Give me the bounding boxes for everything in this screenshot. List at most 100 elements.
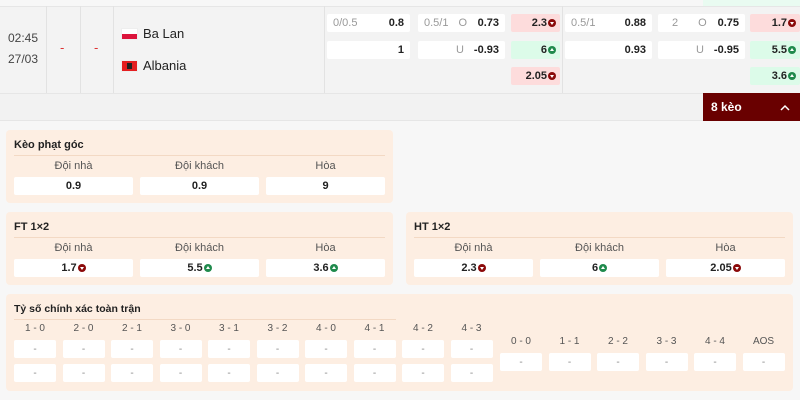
ft-1x2-home[interactable]: 2.3 [511, 14, 560, 32]
score-away-odd[interactable]: - [256, 364, 299, 382]
expand-band [0, 93, 800, 121]
ht-1x2-away[interactable]: 5.5 [750, 41, 800, 59]
ht-handicap-away[interactable]: 0.93 [565, 41, 652, 59]
panel-title: FT 1×2 [14, 221, 50, 233]
corner-panel: Kèo phạt góc Đội nhà Đội khách Hòa 0.9 0… [6, 130, 393, 203]
score-draw-odd[interactable]: - [548, 353, 591, 371]
panel-title: HT 1×2 [414, 221, 451, 233]
score-draw-odd[interactable]: - [694, 353, 736, 371]
score-label: 4 - 1 [364, 323, 385, 334]
score-home-odd[interactable]: - [450, 340, 493, 358]
score-away-odd[interactable]: - [111, 364, 153, 382]
score-label: 3 - 1 [218, 323, 239, 334]
score-label: 4 - 4 [704, 336, 725, 347]
panel-title: Kèo phạt góc [14, 139, 84, 151]
arrow-down-icon [477, 264, 486, 272]
corner-draw-odd[interactable]: 9 [266, 177, 385, 195]
corner-away-odd[interactable]: 0.9 [140, 177, 259, 195]
score-home-odd[interactable]: - [208, 340, 250, 358]
score-home-odd[interactable]: - [14, 340, 56, 358]
more-odds-button[interactable]: 8 kèo [703, 93, 800, 121]
ht-handicap-home[interactable]: 0.5/1 0.88 [565, 14, 652, 32]
divider [562, 6, 563, 93]
score-away-odd[interactable]: - [62, 364, 105, 382]
arrow-up-icon [788, 46, 796, 54]
score-away-odd[interactable]: - [14, 364, 56, 382]
score-draw-odd[interactable]: - [645, 353, 688, 371]
ht-1x2-panel: HT 1×2 Đội nhà Đội khách Hòa 2.3 6 2.05 [406, 212, 793, 285]
match-time: 02:45 27/03 [7, 31, 39, 66]
arrow-up-icon [203, 264, 212, 272]
ht-under[interactable]: U -0.95 [658, 41, 745, 59]
score-home-odd[interactable]: - [402, 340, 444, 358]
corner-home-odd[interactable]: 0.9 [14, 177, 133, 195]
divider [46, 6, 47, 93]
arrow-up-icon [329, 264, 338, 272]
score-away-odd[interactable]: - [353, 364, 396, 382]
label-draw: Hòa [315, 242, 336, 254]
ft-1x2-away[interactable]: 6 [511, 41, 560, 59]
score-label: 4 - 0 [315, 323, 336, 334]
arrow-down-icon [77, 264, 86, 272]
label-home: Đội nhà [454, 242, 493, 254]
away-team[interactable]: Albania [121, 58, 186, 73]
albania-flag-icon [121, 59, 138, 72]
score-label: AOS [752, 336, 775, 347]
ht-1x2-draw[interactable]: 3.6 [750, 67, 800, 85]
score-away-odd[interactable]: - [450, 364, 493, 382]
score-home: - [60, 40, 65, 55]
ft-handicap-home[interactable]: 0/0.5 0.8 [327, 14, 410, 32]
ft-1x2-draw[interactable]: 2.05 [511, 67, 560, 85]
score-home-odd[interactable]: - [305, 340, 347, 358]
label-away: Đội khách [175, 160, 224, 172]
label-draw: Hòa [715, 242, 736, 254]
chevron-up-icon [780, 104, 790, 111]
arrow-down-icon [548, 19, 556, 27]
ft-draw-odd[interactable]: 3.6 [266, 259, 385, 277]
ft-under[interactable]: U -0.93 [418, 41, 505, 59]
correct-score-panel: Tỷ số chính xác toàn trận 1 - 0--2 - 0--… [6, 294, 793, 391]
ft-handicap-away[interactable]: 1 [327, 41, 410, 59]
score-away-odd[interactable]: - [305, 364, 347, 382]
score-label: 1 - 0 [24, 323, 45, 334]
arrow-down-icon [788, 19, 796, 27]
score-away-odd[interactable]: - [159, 364, 202, 382]
ht-away-odd[interactable]: 6 [540, 259, 659, 277]
arrow-down-icon [732, 264, 741, 272]
score-label: 2 - 1 [121, 323, 142, 334]
ht-over[interactable]: 2 O 0.75 [658, 14, 745, 32]
ht-1x2-home[interactable]: 1.7 [750, 14, 800, 32]
ft-over[interactable]: 0.5/1 O 0.73 [418, 14, 505, 32]
score-draw-odd[interactable]: - [597, 353, 639, 371]
score-away-odd[interactable]: - [402, 364, 444, 382]
score-label: 3 - 0 [170, 323, 191, 334]
ht-draw-odd[interactable]: 2.05 [666, 259, 785, 277]
score-home-odd[interactable]: - [62, 340, 105, 358]
ht-home-odd[interactable]: 2.3 [414, 259, 533, 277]
ft-1x2-panel: FT 1×2 Đội nhà Đội khách Hòa 1.7 5.5 3.6 [6, 212, 393, 285]
label-away: Đội khách [575, 242, 624, 254]
panel-title: Tỷ số chính xác toàn trận [14, 303, 141, 315]
score-home-odd[interactable]: - [111, 340, 153, 358]
label-away: Đội khách [175, 242, 224, 254]
poland-flag-icon [121, 27, 138, 40]
score-draw-odd[interactable]: - [500, 353, 542, 371]
score-label: 3 - 2 [267, 323, 288, 334]
score-home-odd[interactable]: - [159, 340, 202, 358]
ft-home-odd[interactable]: 1.7 [14, 259, 133, 277]
home-team[interactable]: Ba Lan [121, 26, 184, 41]
ft-away-odd[interactable]: 5.5 [140, 259, 259, 277]
score-away: - [94, 40, 99, 55]
score-label: 0 - 0 [510, 336, 531, 347]
score-draw-odd[interactable]: - [742, 353, 785, 371]
label-home: Đội nhà [54, 242, 93, 254]
score-away-odd[interactable]: - [208, 364, 250, 382]
divider [80, 6, 81, 93]
score-home-odd[interactable]: - [256, 340, 299, 358]
score-label: 1 - 1 [559, 336, 580, 347]
score-label: 2 - 0 [73, 323, 94, 334]
score-label: 3 - 3 [656, 336, 677, 347]
score-label: 4 - 3 [461, 323, 482, 334]
divider [113, 6, 114, 93]
score-home-odd[interactable]: - [353, 340, 396, 358]
